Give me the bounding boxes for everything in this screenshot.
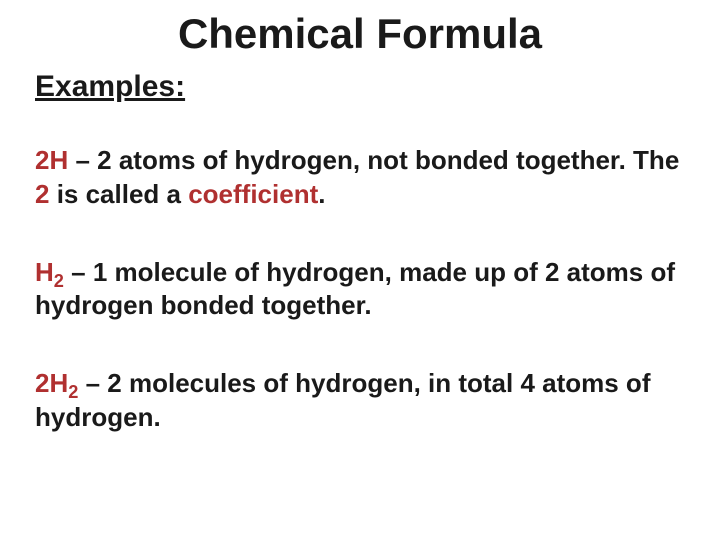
example-3-sub: 2 bbox=[68, 382, 78, 402]
slide-title: Chemical Formula bbox=[35, 10, 685, 58]
example-3: 2H2 – 2 molecules of hydrogen, in total … bbox=[35, 367, 685, 435]
example-2: H2 – 1 molecule of hydrogen, made up of … bbox=[35, 256, 685, 324]
example-3-desc: – 2 molecules of hydrogen, in total 4 at… bbox=[35, 368, 650, 432]
example-3-elem: H bbox=[49, 368, 68, 398]
example-3-coeff: 2 bbox=[35, 368, 49, 398]
example-1-desc-after: . bbox=[318, 179, 325, 209]
example-1: 2H – 2 atoms of hydrogen, not bonded tog… bbox=[35, 144, 685, 212]
example-2-elem: H bbox=[35, 257, 54, 287]
slide-container: Chemical Formula Examples: 2H – 2 atoms … bbox=[0, 0, 720, 489]
example-2-desc: – 1 molecule of hydrogen, made up of 2 a… bbox=[35, 257, 675, 321]
example-1-desc-mid: is called a bbox=[49, 179, 188, 209]
examples-heading: Examples: bbox=[35, 70, 685, 104]
example-1-elem: H bbox=[49, 145, 68, 175]
example-1-accent-mid: 2 bbox=[35, 179, 49, 209]
example-1-accent-end: coefficient bbox=[188, 179, 318, 209]
example-1-coeff: 2 bbox=[35, 145, 49, 175]
example-1-desc-before: – 2 atoms of hydrogen, not bonded togeth… bbox=[68, 145, 679, 175]
example-2-sub: 2 bbox=[54, 271, 64, 291]
